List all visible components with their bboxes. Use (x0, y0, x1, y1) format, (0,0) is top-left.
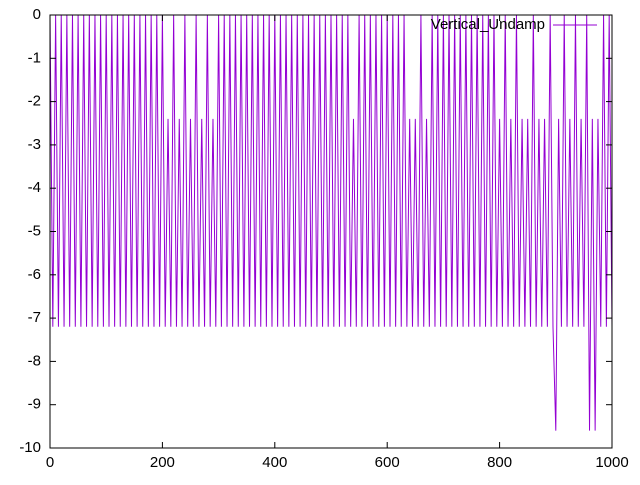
y-tick-label: -7 (28, 309, 41, 326)
y-tick-label: -1 (28, 49, 41, 66)
y-tick-label: -6 (28, 266, 41, 283)
y-tick-label: -5 (28, 222, 41, 239)
y-tick-label: -3 (28, 136, 41, 153)
x-tick-label: 200 (150, 454, 175, 471)
y-tick-label: -10 (19, 439, 41, 456)
x-tick-label: 0 (46, 454, 54, 471)
x-tick-label: 1000 (595, 454, 628, 471)
legend-label: Vertical_Undamp (431, 16, 545, 33)
x-tick-label: 600 (375, 454, 400, 471)
y-tick-label: -8 (28, 352, 41, 369)
y-tick-label: 0 (33, 6, 41, 23)
x-tick-label: 400 (262, 454, 287, 471)
y-tick-label: -9 (28, 396, 41, 413)
x-tick-label: 800 (487, 454, 512, 471)
y-tick-label: -2 (28, 93, 41, 110)
y-tick-label: -4 (28, 179, 41, 196)
